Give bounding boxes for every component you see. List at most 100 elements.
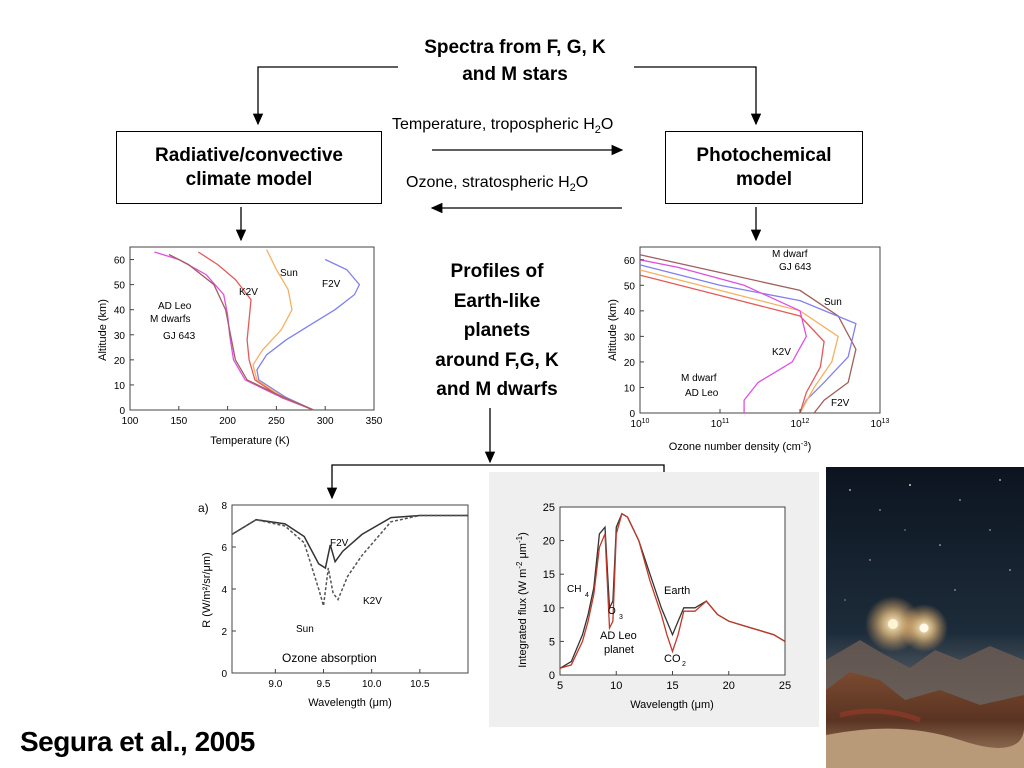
climate-box-line-1: Radiative/convective [155,144,343,166]
y-tick-label: 10 [543,603,555,615]
annotation-f2v: F2V [831,398,850,409]
plot-frame [231,504,469,674]
annotation-gj643: GJ 643 [163,331,196,342]
y-axis-label: Altitude (km) [607,299,619,361]
y-tick-label: 60 [114,256,126,267]
arrow-title-to-photochem [634,66,762,126]
y-tick-label: 5 [549,636,555,648]
series-line-f2v [231,514,468,570]
y-tick-label: 10 [114,381,126,392]
series-line-unlabeled [168,253,314,411]
annotation-k2v: K2V [363,596,382,607]
y-tick-label: 20 [624,358,636,369]
y-tick-label: 40 [114,306,126,317]
y-tick-label: 6 [221,543,227,554]
annotation-sun: Sun [824,297,842,308]
plot-frame [559,506,786,676]
x-tick-label: 1012 [791,418,810,430]
citation-credit: Segura et al., 2005 [20,726,255,757]
climate-model-box: Radiative/convective climate model [116,131,382,204]
x-tick-label: 200 [219,416,236,427]
annotation-o3-sub: 3 [619,614,623,621]
series-line-sun [231,514,468,607]
x-tick-label: 250 [268,416,285,427]
x-tick-label: 9.0 [268,679,282,690]
profiles-label: Profiles of Earth-like planets around F,… [412,257,582,405]
plot-frame [129,246,375,411]
annotation-m-dwarf: M dwarf [681,373,717,384]
x-tick-label: 150 [170,416,187,427]
x-tick-label: 300 [317,416,334,427]
profiles-line-1: Profiles of [450,261,544,282]
y-tick-label: 20 [114,356,126,367]
y-tick-label: 0 [119,406,125,417]
y-tick-label: 8 [221,501,227,512]
annotation-f2v: F2V [322,279,341,290]
y-tick-label: 50 [624,281,636,292]
annotation-co2: CO [664,653,681,665]
x-tick-label: 25 [779,680,791,692]
x-tick-label: 10.0 [362,679,382,690]
profiles-line-2: Earth-like [453,290,541,312]
y-tick-label: 4 [221,585,227,596]
series-line-ad-leo-planet [559,512,786,669]
x-tick-label: 10 [610,680,622,692]
y-tick-label: 50 [114,281,126,292]
series-line-gj-643 [639,254,857,414]
y-tick-label: 20 [543,536,555,548]
spectra-title: Spectra from F, G, K and M stars [370,34,660,88]
x-tick-label: 1013 [871,418,890,430]
annotation-gj643: GJ 643 [779,262,812,273]
y-tick-label: 30 [624,332,636,343]
annotation-ad-leo: AD Leo [158,301,192,312]
annotation-m-dwarfs: M dwarfs [150,314,191,325]
x-tick-label: 15 [666,680,678,692]
x-tick-label: 100 [122,416,139,427]
y-tick-label: 0 [549,670,555,682]
plot-frame [639,246,881,414]
y-tick-label: 40 [624,307,636,318]
profiles-line-4: around F,G, K [435,349,559,371]
annotation-co2-sub: 2 [682,661,686,668]
annotation-ozone-absorption: Ozone absorption [282,651,377,665]
photochem-box-line-2: model [736,168,792,190]
photochem-box-line-1: Photochemical [696,144,832,166]
photochemical-model-box: Photochemical model [665,131,863,204]
x-tick-label: 5 [557,680,563,692]
y-tick-label: 15 [543,569,555,581]
title-line-1: Spectra from F, G, K [424,37,606,58]
title-line-2: and M stars [462,64,568,85]
x-tick-label: 9.5 [317,679,331,690]
climate-box-line-2: climate model [185,168,313,190]
profiles-line-3: planets [463,320,531,341]
y-tick-label: 30 [114,331,126,342]
y-tick-label: 2 [221,627,227,638]
x-axis-label: Temperature (K) [210,435,289,447]
annotation-ch4-sub: 4 [585,592,589,599]
x-tick-label: 10.5 [410,679,430,690]
reflectance-chart: 9.0 9.5 10.0 10.5 0 2 4 6 8 a) Wavelength (μm) R (W… [198,501,469,709]
y-tick-label: 10 [624,383,636,394]
series-line-f2v [256,258,361,411]
exoplanet-artwork [826,467,1024,768]
annotation-sun: Sun [280,268,298,279]
annotation-ad-leo: AD Leo [600,630,637,642]
x-tick-label: 20 [723,680,735,692]
temperature-chart: 100 150 200 250 300 350 0 10 20 30 40 50 60 Temperatu… [97,246,383,447]
x-tick-label: 350 [366,416,383,427]
panel-label: a) [198,501,209,515]
x-tick-label: 1011 [711,418,729,430]
y-axis-label: R (W/m²/sr/μm) [201,552,213,627]
annotation-o3: O [608,606,616,617]
y-axis-label: Altitude (km) [97,299,109,361]
annotation-ad-leo: AD Leo [685,388,719,399]
y-tick-label: 25 [543,502,555,514]
arrow-title-to-climate [252,66,398,126]
arrow-label-ozone: Ozone, stratospheric H2O [406,174,589,195]
annotation-earth: Earth [664,585,690,597]
y-tick-label: 0 [221,669,227,680]
y-axis-label: Integrated flux (W m-2 μm-1) [515,532,529,668]
annotation-ch4: CH [567,584,581,595]
